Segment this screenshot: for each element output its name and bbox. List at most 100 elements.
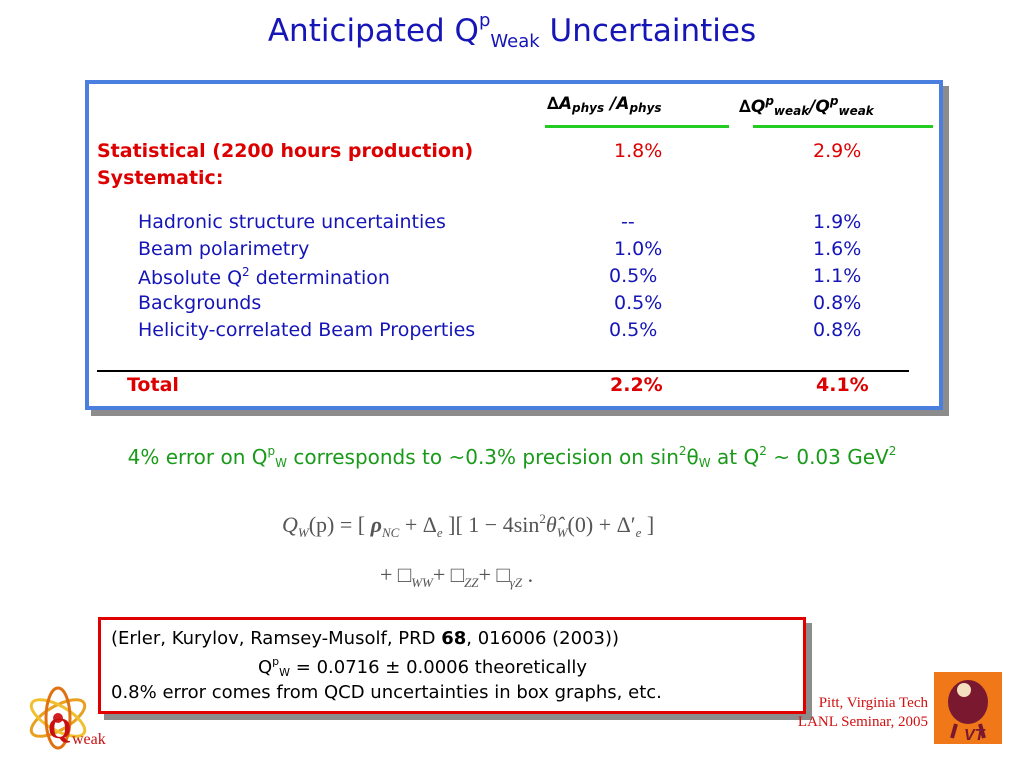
total-a-value: 2.2% — [610, 374, 663, 396]
total-separator — [97, 370, 909, 372]
eq-arg: (p) = [ — [309, 512, 371, 537]
logo-q-letter: Q — [48, 712, 71, 745]
delta-symbol: ∆ — [547, 94, 559, 114]
header-q-sup: p — [765, 94, 774, 108]
vt-mascot-legs — [950, 723, 986, 739]
title-sup: p — [478, 10, 491, 31]
logo-orbit-3 — [44, 686, 72, 750]
row-a-polarimetry: 1.0% — [614, 238, 663, 260]
eq-sin-sup: 2 — [539, 511, 546, 526]
row-label-q2-sup: 2 — [242, 265, 250, 279]
eq-box-ww: WW — [411, 575, 434, 590]
row-label-backgrounds: Backgrounds — [138, 292, 262, 314]
eq-delta: + Δ — [399, 512, 437, 537]
row-q-hadronic: 1.9% — [813, 211, 862, 233]
eq-delta2-sub: e — [636, 525, 642, 540]
ref-line1-volume: 68 — [441, 628, 467, 649]
title-main: Anticipated Q — [267, 13, 479, 49]
reference-qcd-note: 0.8% error comes from QCD uncertainties … — [111, 682, 662, 703]
header-q-slash: /Q — [809, 97, 830, 117]
ref-line1-post: , 016006 (2003)) — [466, 628, 620, 649]
eq-delta-sub: e — [437, 525, 443, 540]
statistical-a-value: 1.8% — [614, 140, 663, 162]
header-q-sub: weak — [773, 104, 810, 118]
eq-plus-box3: + □ — [479, 562, 510, 587]
footer-seminar: LANL Seminar, 2005 — [797, 714, 928, 730]
ref-line1-pre: (Erler, Kurylov, Ramsey-Musolf, PRD — [111, 628, 442, 649]
note-part1: 4% error on Q — [127, 445, 268, 469]
row-label-polarimetry: Beam polarimetry — [138, 238, 310, 260]
header-qweak: ∆Qpweak/Qpweak — [739, 94, 874, 118]
logo-orbit-1 — [29, 698, 87, 738]
note-part2: corresponds to ~0.3% precision on sin — [286, 445, 679, 469]
title-rest: Uncertainties — [539, 13, 757, 49]
statistical-label: Statistical (2200 hours production) — [97, 140, 474, 162]
row-q-helicity: 0.8% — [813, 319, 862, 341]
title-sub: Weak — [490, 31, 540, 52]
note-sup2: 2 — [678, 444, 687, 458]
header-asymmetry: ∆Aphys /Aphys — [547, 94, 662, 115]
note-theta: θ — [686, 445, 699, 469]
header-q-sub2: weak — [838, 104, 874, 118]
logo-nucleus — [53, 713, 63, 723]
eq-box-gz: γZ — [510, 575, 523, 590]
eq-q-sub: W — [298, 525, 310, 540]
vt-logo: VT — [934, 672, 1002, 744]
row-label-q2: Absolute Q2 determination — [138, 265, 390, 289]
row-a-backgrounds: 0.5% — [614, 292, 663, 314]
ref-q-sup: p — [272, 655, 280, 668]
reference-theory-value: QpW = 0.0716 ± 0.0006 theoretically — [258, 655, 587, 679]
eq-rho-sub: NC — [381, 525, 400, 540]
precision-note: 4% error on Qp W corresponds to ~0.3% pre… — [0, 444, 1024, 470]
qweak-logo: Q weak — [29, 686, 106, 750]
eq-theta-sub: W — [557, 525, 569, 540]
logo-orbit-2 — [29, 698, 87, 738]
reference-box: (Erler, Kurylov, Ramsey-Musolf, PRD 68, … — [98, 617, 806, 714]
note-sup1: p — [267, 444, 276, 458]
row-a-hadronic: -- — [621, 211, 635, 233]
eq-close: ] — [641, 512, 654, 537]
header-q-underline — [753, 125, 933, 128]
row-a-q2: 0.5% — [609, 265, 658, 287]
eq-q: Q — [282, 512, 298, 537]
eq-plus-box2: + □ — [433, 562, 464, 587]
ref-line2-rest: = 0.0716 ± 0.0006 theoretically — [290, 657, 588, 678]
header-a-underline — [545, 125, 729, 128]
vt-logo-text: VT — [964, 727, 986, 744]
row-q-backgrounds: 0.8% — [813, 292, 862, 314]
ref-q-sub: W — [279, 666, 291, 679]
note-sup4: 2 — [888, 444, 897, 458]
row-q-polarimetry: 1.6% — [813, 238, 862, 260]
eq-rho: ρ — [370, 512, 382, 537]
row-label-q2-post: determination — [249, 267, 390, 289]
row-label-q2-pre: Absolute Q — [138, 267, 243, 289]
eq-end: . — [522, 562, 533, 587]
delta-symbol: ∆ — [739, 97, 751, 117]
weak-charge-equation: QW(p) = [ ρNC + Δe ][ 1 − 4sin2θ̂W(0) + … — [282, 511, 654, 590]
eq-theta-arg: (0) + Δ′ — [568, 512, 636, 537]
vt-mascot-head — [957, 683, 971, 697]
ref-q: Q — [258, 657, 273, 678]
uncertainty-table: ∆Aphys /Aphys ∆Qpweak/Qpweak Statistical… — [85, 80, 943, 410]
note-sub2: W — [698, 456, 711, 470]
row-label-hadronic: Hadronic structure uncertainties — [138, 211, 446, 233]
note-sup3: 2 — [759, 444, 767, 458]
header-a-slash: /A — [604, 94, 630, 114]
footer-affiliation: Pitt, Virginia Tech — [818, 695, 928, 711]
eq-box-zz: ZZ — [464, 575, 479, 590]
header-q-letter: Q — [750, 97, 766, 117]
total-label: Total — [127, 374, 179, 396]
logo-weak-text: weak — [72, 731, 106, 748]
header-a-sub: phys — [572, 101, 605, 115]
slide-title: Anticipated QpWeak Uncertainties — [0, 10, 1024, 52]
equation-line2: + □WW+ □ZZ+ □γZ . — [380, 562, 533, 590]
header-a-letter: A — [558, 94, 573, 114]
eq-bracket2: ][ 1 − 4sin — [443, 512, 540, 537]
systematic-label: Systematic: — [97, 167, 224, 189]
equation-line1: QW(p) = [ ρNC + Δe ][ 1 − 4sin2θ̂W(0) + … — [282, 511, 654, 540]
note-part4: ~ 0.03 GeV — [766, 445, 889, 469]
row-label-helicity: Helicity-correlated Beam Properties — [138, 319, 476, 341]
note-part3: at Q — [710, 445, 760, 469]
header-q-sup2: p — [829, 94, 839, 108]
reference-citation: (Erler, Kurylov, Ramsey-Musolf, PRD 68, … — [111, 628, 619, 649]
